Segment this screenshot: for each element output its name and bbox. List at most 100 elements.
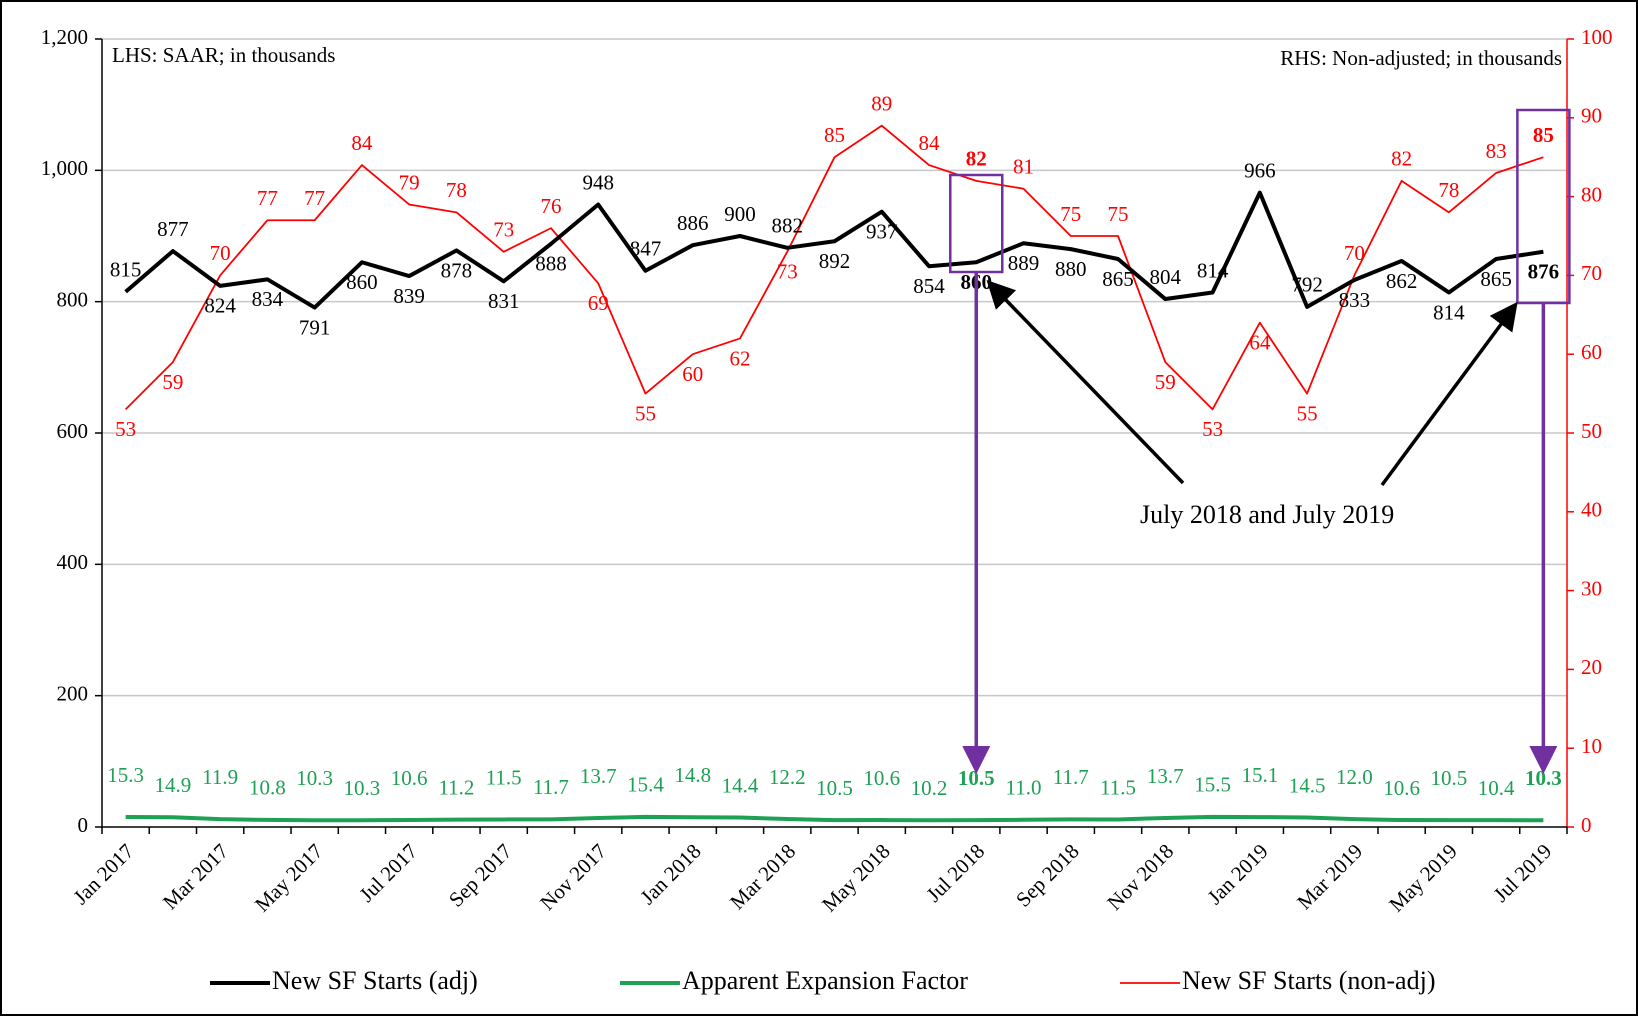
- y2-tick-label: 50: [1581, 419, 1602, 443]
- data-label: 73: [777, 260, 798, 284]
- y-tick-label: 1,200: [41, 25, 88, 49]
- data-label: 12.2: [769, 765, 806, 789]
- data-label: 70: [1344, 241, 1365, 265]
- data-label: 11.2: [438, 775, 474, 799]
- data-label: 839: [393, 284, 425, 308]
- data-label: 13.7: [580, 764, 617, 788]
- data-label: 860: [346, 270, 378, 294]
- data-label: 865: [1480, 267, 1512, 291]
- y-tick-label: 1,000: [41, 156, 88, 180]
- data-label: 59: [162, 370, 183, 394]
- y-tick-label: 800: [57, 287, 89, 311]
- data-label: 878: [441, 258, 473, 282]
- data-label: 13.7: [1147, 764, 1184, 788]
- data-label: 76: [540, 194, 561, 218]
- data-label: 10.8: [249, 776, 286, 800]
- data-label: 10.6: [391, 766, 428, 790]
- data-label: 11.7: [533, 775, 569, 799]
- data-label: 70: [210, 241, 231, 265]
- data-label: 73: [493, 218, 514, 242]
- data-label: 84: [919, 131, 941, 155]
- data-label: 876: [1528, 260, 1560, 284]
- data-label: 847: [630, 237, 662, 261]
- data-label: 75: [1060, 202, 1081, 226]
- data-label: 882: [771, 214, 803, 238]
- data-label: 55: [635, 401, 656, 425]
- legend-label: New SF Starts (adj): [272, 966, 478, 995]
- y2-tick-label: 100: [1581, 25, 1613, 49]
- y-tick-label: 400: [57, 550, 89, 574]
- data-label: 85: [1533, 123, 1554, 147]
- data-label: 865: [1102, 267, 1134, 291]
- data-label: 10.6: [1383, 776, 1420, 800]
- data-label: 75: [1108, 202, 1129, 226]
- data-label: 15.3: [107, 763, 144, 787]
- y2-tick-label: 40: [1581, 498, 1602, 522]
- data-label: 834: [252, 287, 284, 311]
- y-tick-label: 200: [57, 681, 89, 705]
- series-line: [124, 190, 1544, 310]
- data-label: 89: [871, 91, 892, 115]
- data-label: 59: [1155, 370, 1176, 394]
- data-label: 53: [115, 417, 136, 441]
- callout-text: July 2018 and July 2019: [1140, 500, 1394, 529]
- data-label: 64: [1249, 330, 1271, 354]
- data-label: 791: [299, 315, 331, 339]
- data-label: 814: [1433, 300, 1465, 324]
- legend-label: Apparent Expansion Factor: [682, 966, 968, 995]
- data-label: 880: [1055, 257, 1087, 281]
- data-label: 10.5: [1430, 766, 1467, 790]
- legend-label: New SF Starts (non-adj): [1182, 966, 1435, 995]
- data-label: 14.5: [1289, 773, 1326, 797]
- data-label: 11.9: [202, 765, 238, 789]
- data-label: 69: [588, 291, 609, 315]
- data-label: 888: [535, 252, 567, 276]
- y2-tick-label: 30: [1581, 576, 1602, 600]
- data-label: 15.1: [1241, 763, 1278, 787]
- y2-tick-label: 90: [1581, 104, 1602, 128]
- data-label: 10.5: [958, 766, 995, 790]
- data-label: 11.0: [1006, 776, 1042, 800]
- right-axis-note: RHS: Non-adjusted; in thousands: [1280, 46, 1562, 70]
- data-label: 10.3: [344, 776, 381, 800]
- data-label: 889: [1008, 251, 1040, 275]
- data-label: 14.8: [674, 763, 711, 787]
- data-label: 77: [304, 186, 325, 210]
- data-label: 10.4: [1478, 776, 1515, 800]
- data-label: 824: [204, 294, 236, 318]
- data-label: 78: [446, 178, 467, 202]
- data-label: 833: [1339, 288, 1371, 312]
- data-label: 815: [110, 258, 142, 282]
- y2-tick-label: 10: [1581, 734, 1602, 758]
- data-label: 14.9: [155, 773, 192, 797]
- data-label: 937: [866, 220, 898, 244]
- y-tick-label: 600: [57, 419, 89, 443]
- data-label: 814: [1197, 258, 1229, 282]
- data-label: 948: [582, 170, 614, 194]
- data-label: 83: [1486, 139, 1507, 163]
- data-label: 84: [351, 131, 373, 155]
- data-label: 877: [157, 217, 189, 241]
- series-line: [125, 814, 1544, 823]
- y2-tick-label: 80: [1581, 182, 1602, 206]
- data-label: 12.0: [1336, 765, 1373, 789]
- y-tick-label: 0: [78, 813, 89, 837]
- data-label: 14.4: [722, 773, 759, 797]
- data-label: 892: [819, 249, 851, 273]
- data-label: 82: [966, 147, 987, 171]
- data-label: 62: [729, 346, 750, 370]
- data-label: 77: [257, 186, 278, 210]
- data-label: 900: [724, 202, 756, 226]
- data-label: 11.5: [486, 765, 522, 789]
- left-axis-note: LHS: SAAR; in thousands: [112, 43, 335, 67]
- callout-arrow: [986, 279, 1185, 485]
- data-label: 10.3: [1525, 766, 1562, 790]
- y2-tick-label: 60: [1581, 340, 1602, 364]
- data-label: 862: [1386, 269, 1418, 293]
- data-label: 81: [1013, 155, 1034, 179]
- series-line: [124, 124, 1544, 411]
- data-label: 966: [1244, 158, 1276, 182]
- data-label: 10.6: [863, 766, 900, 790]
- data-label: 15.4: [627, 773, 664, 797]
